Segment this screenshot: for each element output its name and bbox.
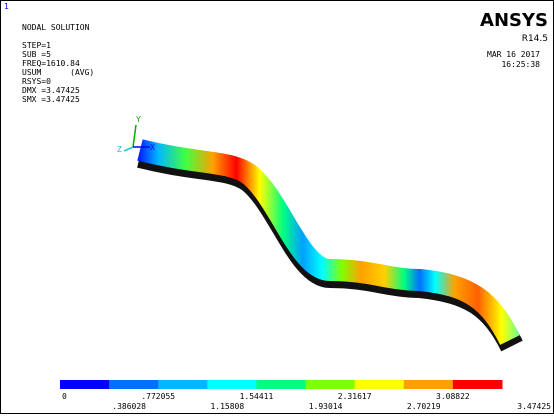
triad-z: Z — [117, 145, 122, 154]
legend-band — [158, 380, 208, 389]
ansys-screenshot: 1 NODAL SOLUTION STEP=1SUB =5FREQ=1610.8… — [0, 0, 554, 414]
brand: ANSYS — [480, 10, 548, 31]
legend-label: 1.54411 — [240, 392, 274, 401]
info-line: SUB =5 — [22, 50, 51, 59]
legend-band — [355, 380, 405, 389]
legend-band — [60, 380, 110, 389]
time: 16:25:38 — [501, 60, 540, 69]
legend-band — [453, 380, 503, 389]
legend-band — [207, 380, 257, 389]
info-line: FREQ=1610.84 — [22, 59, 80, 68]
info-line: STEP=1 — [22, 41, 51, 50]
date: MAR 16 2017 — [487, 50, 540, 59]
info-line: DMX =3.47425 — [22, 86, 80, 95]
result-title: NODAL SOLUTION — [22, 23, 90, 32]
legend-label: 2.31617 — [338, 392, 372, 401]
legend-label: 3.08822 — [436, 392, 470, 401]
triad-y: Y — [136, 115, 141, 124]
info-line: USUM (AVG) — [22, 68, 94, 77]
info-line: SMX =3.47425 — [22, 95, 80, 104]
triad-x: X — [150, 143, 155, 152]
origin-label: 1 — [4, 2, 9, 11]
legend-band — [109, 380, 159, 389]
legend-label: .386028 — [112, 402, 146, 411]
legend-band — [404, 380, 454, 389]
legend-label: 1.93014 — [309, 402, 343, 411]
info-line: RSYS=0 — [22, 77, 51, 86]
legend-label: 3.47425 — [517, 402, 551, 411]
legend-label: .772055 — [141, 392, 175, 401]
version: R14.5 — [522, 34, 548, 44]
legend-label: 1.15808 — [210, 402, 244, 411]
legend-label: 2.70219 — [407, 402, 441, 411]
legend-label: 0 — [62, 392, 67, 401]
legend-band — [256, 380, 306, 389]
legend-band — [306, 380, 356, 389]
